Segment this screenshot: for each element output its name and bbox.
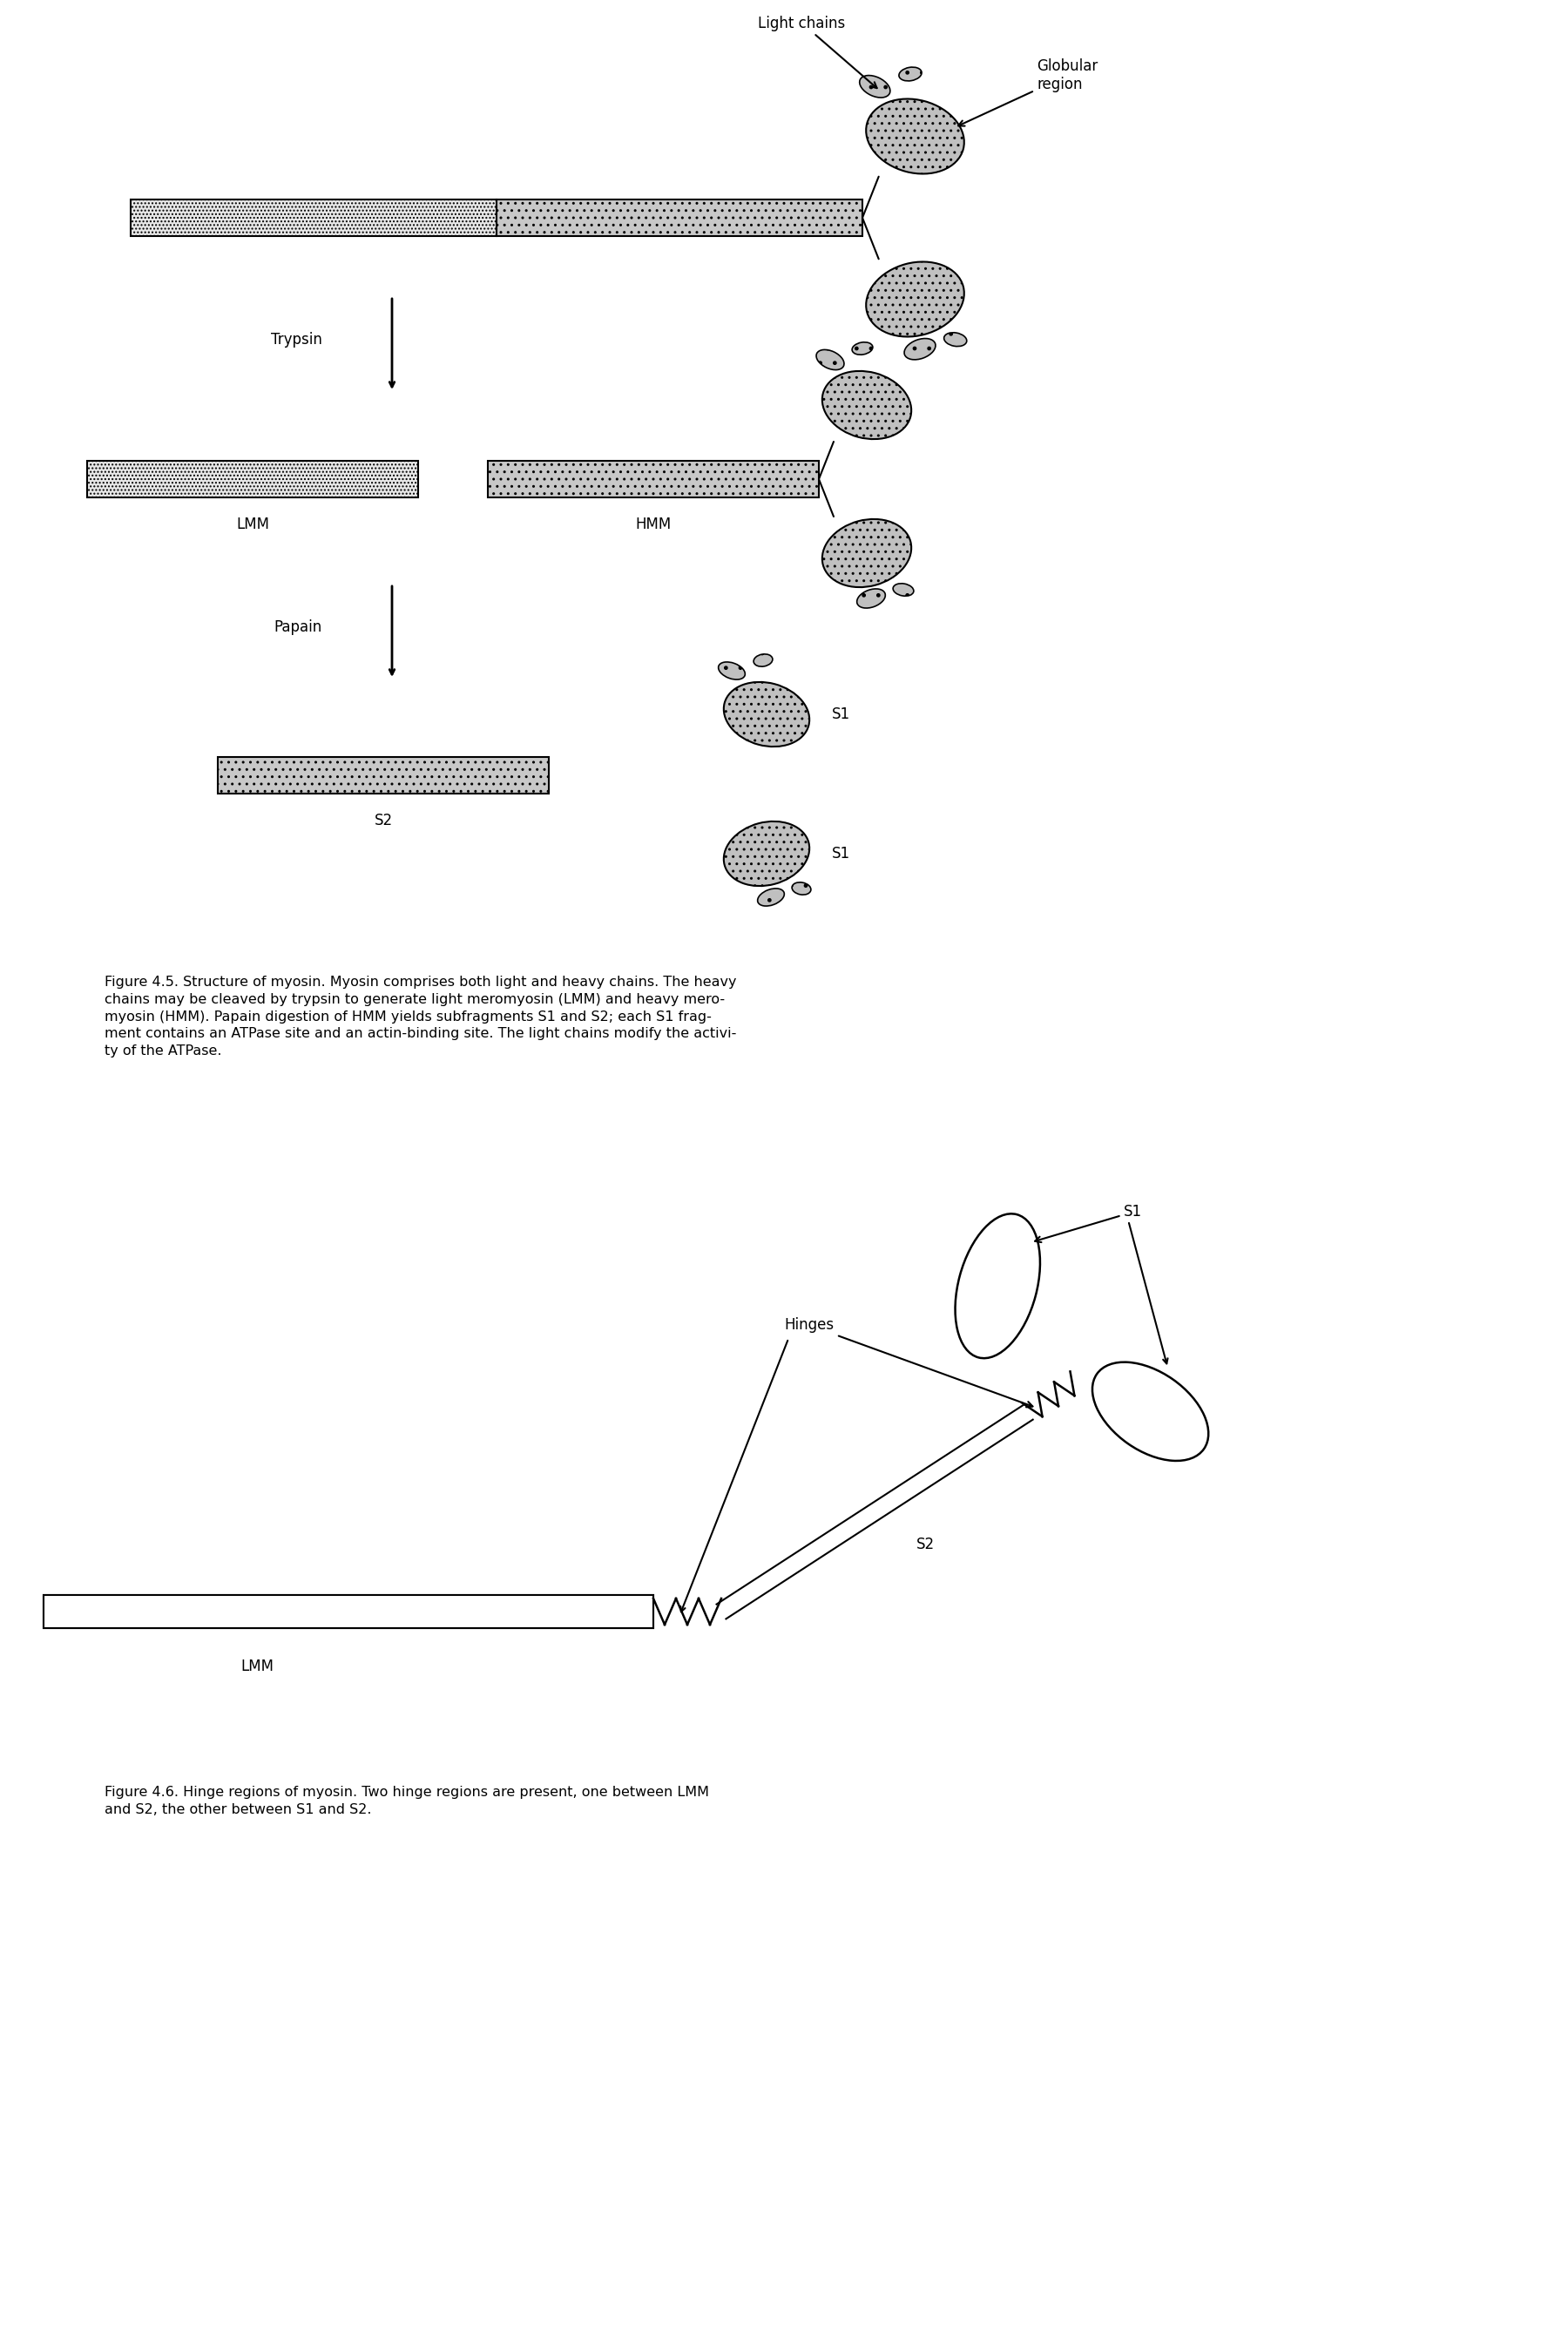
Ellipse shape bbox=[757, 889, 784, 906]
Bar bbox=[44, 1595, 654, 1628]
Text: Globular
region: Globular region bbox=[958, 59, 1098, 127]
Ellipse shape bbox=[866, 261, 964, 336]
Ellipse shape bbox=[955, 1214, 1040, 1357]
Text: S1: S1 bbox=[833, 706, 850, 722]
Ellipse shape bbox=[894, 583, 914, 595]
Text: LMM: LMM bbox=[237, 517, 270, 532]
Text: Light chains: Light chains bbox=[759, 14, 877, 87]
Bar bbox=[130, 200, 497, 235]
Ellipse shape bbox=[1093, 1362, 1209, 1461]
Text: S1: S1 bbox=[1035, 1204, 1143, 1242]
Ellipse shape bbox=[718, 661, 745, 680]
Bar bbox=[218, 757, 549, 793]
Text: Hinges: Hinges bbox=[784, 1317, 1033, 1406]
Ellipse shape bbox=[822, 520, 911, 588]
Text: HMM: HMM bbox=[635, 517, 671, 532]
Ellipse shape bbox=[724, 821, 809, 887]
Ellipse shape bbox=[724, 682, 809, 746]
Text: Papain: Papain bbox=[274, 619, 323, 635]
Text: Figure 4.6. Hinge regions of myosin. Two hinge regions are present, one between : Figure 4.6. Hinge regions of myosin. Two… bbox=[105, 1785, 709, 1816]
Bar bbox=[488, 461, 818, 496]
Ellipse shape bbox=[822, 372, 911, 440]
Bar bbox=[44, 1595, 654, 1628]
Bar bbox=[88, 461, 419, 496]
Ellipse shape bbox=[859, 75, 891, 96]
Ellipse shape bbox=[817, 350, 844, 369]
Bar bbox=[497, 200, 862, 235]
Text: LMM: LMM bbox=[240, 1658, 273, 1675]
Ellipse shape bbox=[792, 882, 811, 894]
Ellipse shape bbox=[905, 339, 936, 360]
Text: S2: S2 bbox=[375, 814, 392, 828]
Text: Figure 4.5. Structure of myosin. Myosin comprises both light and heavy chains. T: Figure 4.5. Structure of myosin. Myosin … bbox=[105, 976, 737, 1058]
Text: Trypsin: Trypsin bbox=[271, 332, 323, 348]
Ellipse shape bbox=[754, 654, 773, 666]
Ellipse shape bbox=[944, 332, 967, 346]
Text: S1: S1 bbox=[833, 847, 850, 861]
Ellipse shape bbox=[851, 341, 873, 355]
Ellipse shape bbox=[898, 68, 922, 80]
Text: S2: S2 bbox=[916, 1536, 935, 1552]
Ellipse shape bbox=[856, 588, 886, 609]
Ellipse shape bbox=[866, 99, 964, 174]
